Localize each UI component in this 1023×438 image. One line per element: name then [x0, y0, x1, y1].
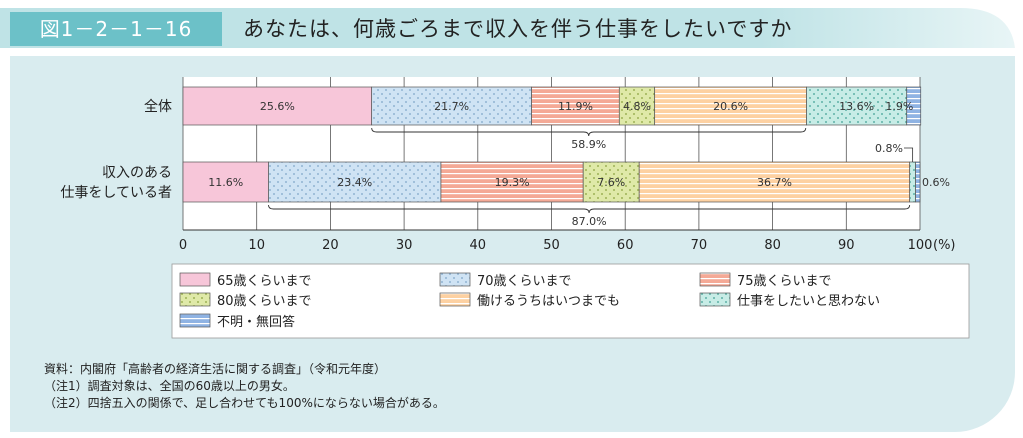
x-tick-label: 50 [543, 238, 560, 253]
legend-swatch [439, 292, 471, 307]
category-label: 仕事をしている者 [60, 185, 172, 201]
x-tick-label: 70 [691, 238, 708, 253]
x-tick-label: 20 [322, 238, 339, 253]
x-tick-label: 30 [396, 238, 413, 253]
x-tick-label: 40 [470, 238, 487, 253]
data-label: 25.6% [260, 100, 295, 113]
x-tick-label: 10 [248, 238, 265, 253]
x-tick-label: 100 [908, 238, 933, 253]
legend-box [171, 263, 970, 339]
bar-segment [618, 86, 656, 126]
bar-segment [182, 161, 269, 203]
data-label: 11.6% [208, 176, 243, 189]
data-label: 36.7% [757, 176, 792, 189]
bar-segment [909, 161, 916, 203]
bar-segment [440, 161, 584, 203]
legend-swatch [179, 292, 211, 307]
x-tick-label: 0 [179, 238, 187, 253]
legend-label: 75歳くらいまで [737, 274, 832, 289]
category-label: 全体 [144, 98, 172, 115]
legend-label: 不明・無回答 [217, 314, 295, 330]
bar-segment [268, 161, 442, 203]
bar-segment [182, 86, 373, 126]
bar-segment [582, 161, 640, 203]
bracket [371, 127, 807, 137]
x-tick-label: 60 [617, 238, 634, 253]
bar-segment [806, 86, 908, 126]
data-label: 20.6% [713, 100, 748, 113]
legend-label: 働けるうちはいつまでも [477, 294, 620, 309]
figure-title: あなたは、何歳ごろまで収入を伴う仕事をしたいですか [243, 17, 793, 41]
legend-label: 70歳くらいまで [477, 274, 572, 289]
note-source: 資料：内閣府「高齢者の経済生活に関する調査」（令和元年度） [44, 362, 387, 376]
data-label: 1.9% [885, 100, 913, 113]
x-tick-label: 80 [764, 238, 781, 253]
bar-segment [638, 161, 911, 203]
note-1: （注1）調査対象は、全国の60歳以上の男女。 [44, 379, 295, 393]
figure-label: 図1－2－1－16 [10, 12, 222, 46]
bracket-label: 58.9% [571, 138, 606, 151]
data-label: 0.8% [875, 142, 903, 155]
data-label: 7.6% [597, 176, 625, 189]
legend-swatch [699, 292, 731, 307]
bracket-label: 87.0% [572, 215, 607, 228]
data-label: 11.9% [558, 100, 593, 113]
bracket [268, 204, 911, 214]
header-bar [0, 8, 1015, 48]
legend-swatch [699, 272, 731, 287]
data-label: 4.8% [623, 100, 651, 113]
data-label: 19.3% [495, 176, 530, 189]
data-label: 23.4% [337, 176, 372, 189]
callout-line [904, 147, 914, 162]
legend-label: 80歳くらいまで [217, 294, 312, 309]
legend-label: 65歳くらいまで [217, 274, 312, 289]
data-label: 0.6% [922, 176, 950, 189]
bar-segment [906, 86, 922, 126]
bar-segment [915, 161, 921, 203]
x-tick-label: 90 [838, 238, 855, 253]
data-label: 21.7% [434, 100, 469, 113]
category-label: 収入のある [102, 165, 172, 181]
legend-swatch [179, 272, 211, 287]
legend-swatch [179, 313, 211, 328]
data-label: 13.6% [839, 100, 874, 113]
notes: 資料：内閣府「高齢者の経済生活に関する調査」（令和元年度） （注1）調査対象は、… [44, 361, 445, 412]
legend-swatch [439, 272, 471, 287]
note-2: （注2）四捨五入の関係で、足し合わせても100%にならない場合がある。 [44, 396, 445, 410]
x-unit-label: (%) [933, 238, 956, 253]
legend-label: 仕事をしたいと思わない [737, 294, 880, 309]
